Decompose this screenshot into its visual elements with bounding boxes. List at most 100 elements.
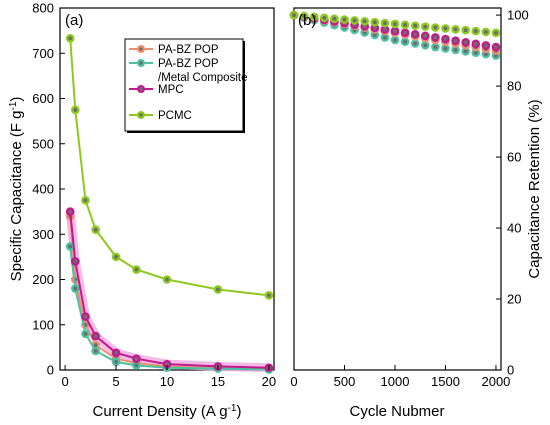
- b-point-mpc: [390, 26, 400, 36]
- b-point-mpc: [481, 41, 491, 50]
- b-ytick-label: 40: [507, 221, 521, 236]
- b-xtick-label: 0: [290, 374, 297, 389]
- a-point-pa_bz_metal: [132, 361, 141, 370]
- b-point-mpc: [461, 37, 470, 47]
- b-xtick-label: 1500: [431, 374, 460, 389]
- a-xtick-label: 5: [112, 374, 119, 389]
- b-ytick-label: 20: [507, 292, 521, 307]
- legend-label: PCMC: [158, 110, 192, 122]
- b-point-pcmc: [441, 24, 450, 33]
- legend-swatch-marker: [137, 111, 145, 119]
- a-ytick-label: 500: [32, 136, 54, 151]
- b-point-pcmc: [380, 18, 390, 28]
- a-xtick-label: 0: [61, 374, 68, 389]
- b-point-pa_bz_metal: [461, 46, 470, 56]
- a-ytick-label: 600: [32, 91, 54, 106]
- a-point-mpc: [65, 207, 75, 216]
- b-point-pcmc: [410, 21, 420, 31]
- b-point-pcmc: [431, 23, 440, 32]
- b-point-pcmc: [309, 12, 319, 22]
- b-point-pcmc: [299, 11, 309, 21]
- a-point-pa_bz_metal: [70, 284, 80, 293]
- a-point-pa_bz_metal: [65, 242, 75, 251]
- a-point-pcmc: [162, 275, 172, 284]
- b-point-mpc: [441, 34, 450, 44]
- b-point-mpc: [420, 31, 430, 41]
- a-xtick-label: 20: [262, 374, 276, 389]
- a-point-pcmc: [111, 252, 121, 262]
- b-point-pcmc: [451, 24, 460, 34]
- b-point-pcmc: [491, 28, 501, 38]
- b-point-pcmc: [360, 17, 369, 26]
- a-series-line-pa_bz_metal: [69, 246, 269, 371]
- b-point-pcmc: [330, 14, 339, 23]
- a-point-pcmc: [81, 196, 90, 205]
- a-ytick-label: 300: [32, 227, 54, 242]
- panel-a-xlabel: Current Density (A g-1): [93, 403, 242, 420]
- a-point-mpc: [81, 312, 90, 321]
- a-xtick-label: 10: [160, 374, 174, 389]
- b-point-pa_bz_metal: [390, 35, 400, 45]
- a-point-pa_bz_metal: [111, 357, 121, 367]
- b-point-pa_bz_metal: [420, 40, 430, 50]
- b-point-pcmc: [319, 13, 329, 23]
- b-point-mpc: [380, 25, 390, 34]
- b-xtick-label: 1000: [381, 374, 410, 389]
- panel-a-tag: (a): [65, 12, 83, 29]
- a-xtick-label: 15: [211, 374, 225, 389]
- panel-b-tag: (b): [298, 12, 316, 29]
- b-point-pcmc: [370, 17, 380, 27]
- a-point-pcmc: [264, 291, 274, 300]
- panel-b-frame: [293, 7, 502, 371]
- b-point-pcmc: [289, 10, 299, 20]
- b-point-pa_bz_metal: [410, 39, 420, 48]
- a-ytick-label: 700: [32, 46, 54, 61]
- a-point-pcmc: [91, 225, 100, 235]
- a-point-mpc: [70, 257, 80, 266]
- a-ytick-label: 200: [32, 272, 54, 287]
- b-point-pcmc: [481, 27, 491, 37]
- legend-label: PA-BZ POP: [158, 44, 219, 56]
- b-point-pcmc: [350, 16, 359, 25]
- panel-b-series: [289, 10, 501, 60]
- b-point-pcmc: [461, 25, 470, 35]
- a-point-mpc: [91, 331, 100, 341]
- a-point-pcmc: [65, 34, 75, 43]
- b-point-pa_bz_metal: [441, 44, 450, 53]
- b-point-mpc: [431, 33, 440, 42]
- panel-b-xlabel: Cycle Nubmer: [349, 403, 444, 420]
- b-xtick-label: 2000: [481, 374, 510, 389]
- a-point-pa_bz_metal: [81, 329, 90, 339]
- b-point-pa_bz_metal: [451, 45, 460, 55]
- b-ytick-label: 0: [507, 363, 514, 378]
- b-point-mpc: [410, 29, 420, 39]
- b-point-pcmc: [471, 26, 481, 36]
- a-point-pcmc: [132, 265, 141, 274]
- a-point-mpc: [132, 354, 141, 363]
- legend-swatch-marker: [137, 85, 145, 93]
- b-point-pa_bz_metal: [400, 37, 410, 47]
- b-point-mpc: [471, 39, 481, 49]
- b-ytick-label: 60: [507, 150, 521, 165]
- b-point-mpc: [400, 28, 410, 37]
- b-point-pcmc: [340, 15, 349, 24]
- a-point-mpc: [111, 348, 121, 358]
- b-point-pcmc: [400, 20, 410, 30]
- a-ytick-label: 800: [32, 1, 54, 16]
- b-point-pa_bz_metal: [380, 33, 390, 42]
- legend-label: MPC: [158, 84, 184, 96]
- a-ytick-label: 100: [32, 317, 54, 332]
- b-xtick-label: 500: [334, 374, 356, 389]
- a-point-pcmc: [70, 105, 80, 115]
- a-ytick-label: 400: [32, 182, 54, 197]
- legend-label-line2: /Metal Composite: [158, 72, 247, 84]
- b-point-pcmc: [420, 22, 430, 31]
- panel-a-series: [65, 34, 274, 374]
- b-point-pcmc: [390, 19, 400, 29]
